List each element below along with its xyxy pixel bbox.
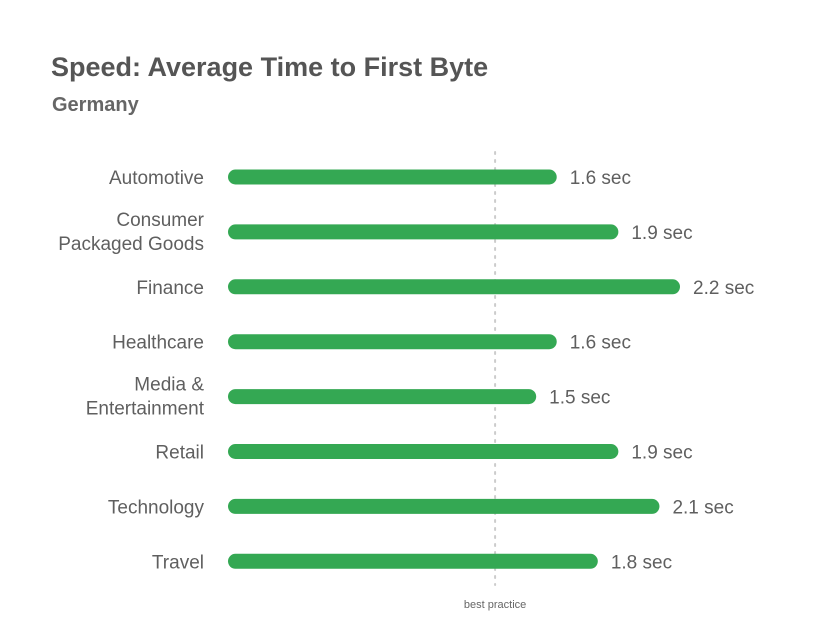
category-labels: Automotive Consumer Packaged Goods Finance H… xyxy=(58,168,204,573)
bar xyxy=(228,389,537,405)
bar xyxy=(228,553,598,569)
category-label: Finance xyxy=(136,278,204,299)
bars xyxy=(228,169,680,569)
category-label: Technology xyxy=(108,497,205,518)
best-practice-reference: best practice xyxy=(464,151,526,611)
bar xyxy=(228,444,619,459)
category-label: Travel xyxy=(152,552,204,573)
category-label: Healthcare xyxy=(112,333,204,354)
value-label: 1.9 sec xyxy=(631,223,692,244)
bar xyxy=(228,169,557,185)
chart-title: Speed: Average Time to First Byte xyxy=(51,52,489,82)
bar xyxy=(228,498,660,514)
value-label: 1.9 sec xyxy=(631,443,692,464)
best-practice-label: best practice xyxy=(464,599,526,611)
bar xyxy=(228,224,619,240)
value-labels: 1.6 sec 1.9 sec 2.2 sec 1.6 sec 1.5 sec 1.9 s… xyxy=(549,168,754,573)
value-label: 1.8 sec xyxy=(611,552,672,573)
category-label: Media & Entertainment xyxy=(86,375,205,420)
value-label: 1.6 sec xyxy=(570,333,631,354)
value-label: 2.1 sec xyxy=(672,497,733,518)
value-label: 2.2 sec xyxy=(693,278,754,299)
chart-subtitle: Germany xyxy=(52,94,139,116)
category-label: Retail xyxy=(155,443,204,464)
value-label: 1.5 sec xyxy=(549,388,610,409)
bar xyxy=(228,334,557,350)
bar xyxy=(228,279,680,295)
category-label: Automotive xyxy=(109,168,204,189)
category-label: Consumer Packaged Goods xyxy=(58,210,204,255)
value-label: 1.6 sec xyxy=(570,168,631,189)
